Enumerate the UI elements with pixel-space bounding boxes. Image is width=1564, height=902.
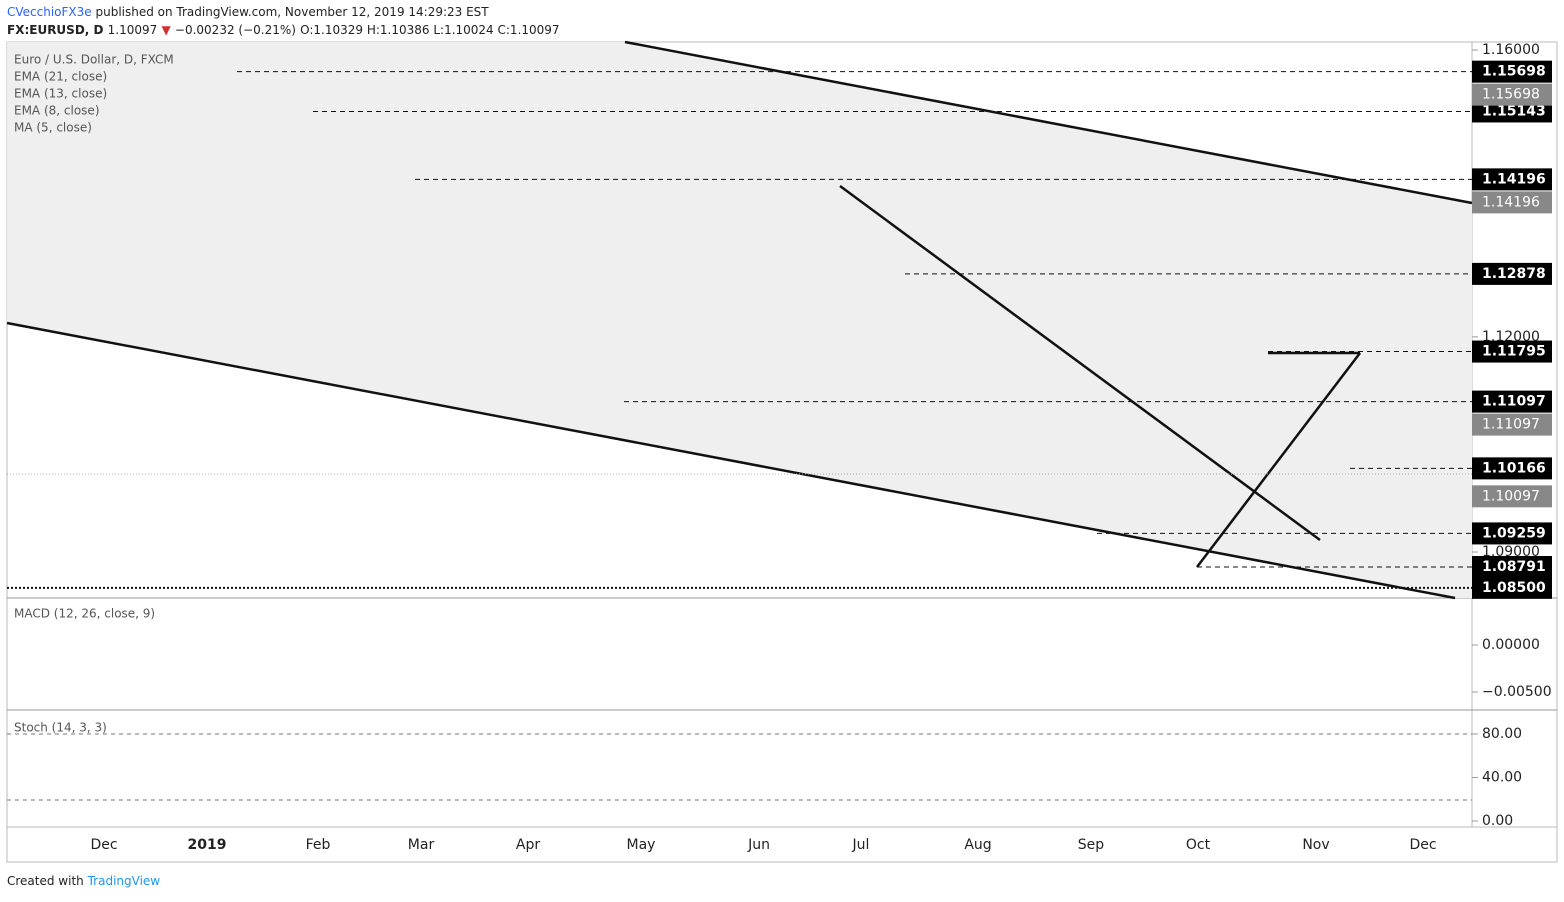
time-label: Jun (747, 837, 770, 853)
price-label: 1.08791 (1482, 559, 1546, 575)
price-label: 1.08500 (1482, 580, 1546, 596)
price-label-bg (1472, 262, 1552, 285)
price-label: 1.10166 (1482, 460, 1546, 476)
brand: TradingView (87, 874, 161, 888)
legend-entry: EMA (13, close) (14, 87, 107, 101)
price-label: 1.11097 (1482, 394, 1546, 410)
price-label: 1.12878 (1482, 266, 1546, 282)
legend-entry: MA (5, close) (14, 121, 92, 135)
price-label-bg (1472, 457, 1552, 480)
price-label-bg (1472, 60, 1552, 83)
price-label: 1.15143 (1482, 103, 1546, 119)
price-label-bg (1472, 390, 1552, 413)
price-label-bg (1472, 522, 1552, 545)
stoch-tick-label: 80.00 (1482, 726, 1522, 742)
indicator-label: 1.11097 (1482, 417, 1540, 433)
symbol-line: FX:EURUSD, D 1.10097 ▼ −0.00232 (−0.21%)… (7, 23, 560, 37)
indicator-label-bg (1472, 413, 1552, 436)
channel-shade (7, 42, 1472, 598)
legend-entry: EMA (21, close) (14, 70, 107, 84)
macd-tick-label: −0.00500 (1482, 684, 1552, 700)
price-label: 1.09259 (1482, 525, 1546, 541)
indicator-label: 1.15698 (1482, 87, 1540, 103)
price-tick-label: 1.16000 (1482, 42, 1540, 58)
time-label: Aug (964, 837, 991, 853)
ohlc: O:1.10329 H:1.10386 L:1.10024 C:1.10097 (300, 23, 559, 37)
price-label-bg (1472, 168, 1552, 191)
trendline (1196, 352, 1361, 568)
trendline (6, 321, 1456, 600)
price-label: 1.14196 (1482, 171, 1546, 187)
price-label: 1.11795 (1482, 344, 1546, 360)
time-label: Mar (408, 837, 435, 853)
price-label-bg (1472, 100, 1552, 123)
symbol: FX:EURUSD, D (7, 23, 104, 37)
down-arrow: ▼ (161, 23, 171, 37)
legend-entry: EMA (8, close) (14, 104, 100, 118)
time-label: Oct (1186, 837, 1211, 853)
macd-title: MACD (12, 26, close, 9) (14, 607, 155, 621)
price-label-bg (1472, 576, 1552, 599)
publisher: CVecchioFX3e published on TradingView.co… (7, 5, 489, 19)
trendline (839, 184, 1321, 542)
stoch-tick-label: 0.00 (1482, 813, 1513, 829)
stoch-tick-label: 40.00 (1482, 770, 1522, 786)
time-label: May (627, 837, 656, 853)
time-label: 2019 (188, 837, 227, 853)
publisher-name: CVecchioFX3e (7, 5, 92, 19)
indicator-label: 1.14196 (1482, 194, 1540, 210)
macd-tick-label: 0.00000 (1482, 637, 1540, 653)
price-label-bg (1472, 555, 1552, 578)
time-label: Sep (1078, 837, 1105, 853)
time-label: Dec (1409, 837, 1436, 853)
last: 1.10097 (108, 23, 158, 37)
footer: Created with TradingView (7, 874, 160, 888)
time-label: Dec (90, 837, 117, 853)
published: published on TradingView.com, November 1… (95, 5, 489, 19)
indicator-label-bg (1472, 485, 1552, 508)
price-label: 1.15698 (1482, 64, 1546, 80)
legend-entry: Euro / U.S. Dollar, D, FXCM (14, 53, 174, 67)
created: Created with (7, 874, 84, 888)
price-label-bg (1472, 340, 1552, 363)
indicator-label: 1.10097 (1482, 488, 1540, 504)
indicator-label-bg (1472, 191, 1552, 214)
trendline (624, 40, 1473, 205)
stoch-title: Stoch (14, 3, 3) (14, 721, 107, 735)
indicator-label-bg (1472, 83, 1552, 106)
time-label: Jul (852, 837, 870, 853)
time-label: Nov (1302, 837, 1329, 853)
time-label: Feb (306, 837, 331, 853)
time-label: Apr (516, 837, 540, 853)
time-axis-frame (6, 826, 1558, 863)
change: −0.00232 (−0.21%) (175, 23, 296, 37)
